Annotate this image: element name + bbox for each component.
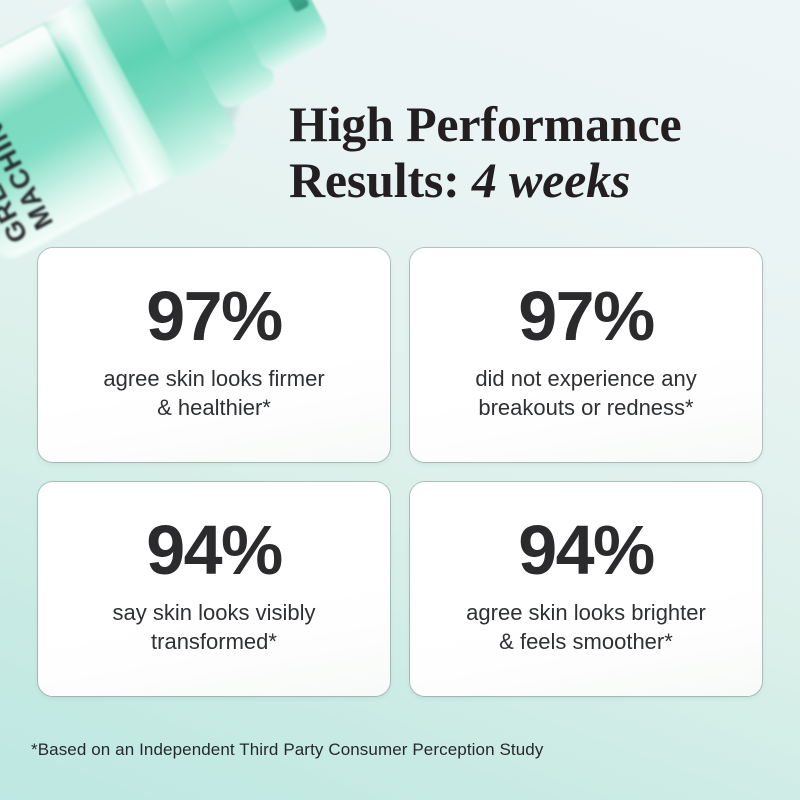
stat-description: did not experience any breakouts or redn… [475,366,697,420]
title-line-2-emphasis: 4 weeks [471,152,631,208]
bottle-product-name: GREEN MACHINE [0,99,60,248]
title-line-1: High Performance [289,95,682,152]
stat-description: agree skin looks brighter & feels smooth… [466,600,706,654]
title-line-2-static: Results: [289,152,472,208]
page-title: High Performance Results: 4 weeks [289,96,759,209]
bottle-label-text: GREEN MACHINE Dark Spot Serum with Vitam… [0,31,131,259]
bottle-collar [45,0,180,196]
bottle-neck-ring [130,0,240,149]
bottle-nozzle-opening [283,0,310,13]
stat-card: 94% agree skin looks brighter & feels sm… [410,482,762,696]
footnote-disclaimer: *Based on an Independent Third Party Con… [31,740,544,759]
stat-card: 97% agree skin looks firmer & healthier* [38,248,390,462]
stat-description: say skin looks visibly transformed* [112,600,316,654]
bottle-gloss-highlight [0,0,140,130]
stat-card: 97% did not experience any breakouts or … [410,248,762,462]
stat-value: 97% [146,277,283,356]
stat-card-grid: 97% agree skin looks firmer & healthier*… [38,248,762,696]
stat-value: 94% [518,511,655,590]
bottle-shoulder [81,0,240,181]
title-line-2: Results: 4 weeks [289,152,759,209]
bottle-pump-neck [160,0,279,113]
bottle-pump-nozzle [214,0,333,74]
stat-value: 97% [518,277,655,356]
bottle-body [0,0,217,269]
bottle-label-panel [0,24,134,265]
stat-value: 94% [146,511,283,590]
stat-description: agree skin looks firmer & healthier* [103,366,325,420]
bottle-shadow [0,0,261,262]
stat-card: 94% say skin looks visibly transformed* [38,482,390,696]
bottle-product-description: Dark Spot Serum with Vitamin C, 15 super… [0,84,3,94]
